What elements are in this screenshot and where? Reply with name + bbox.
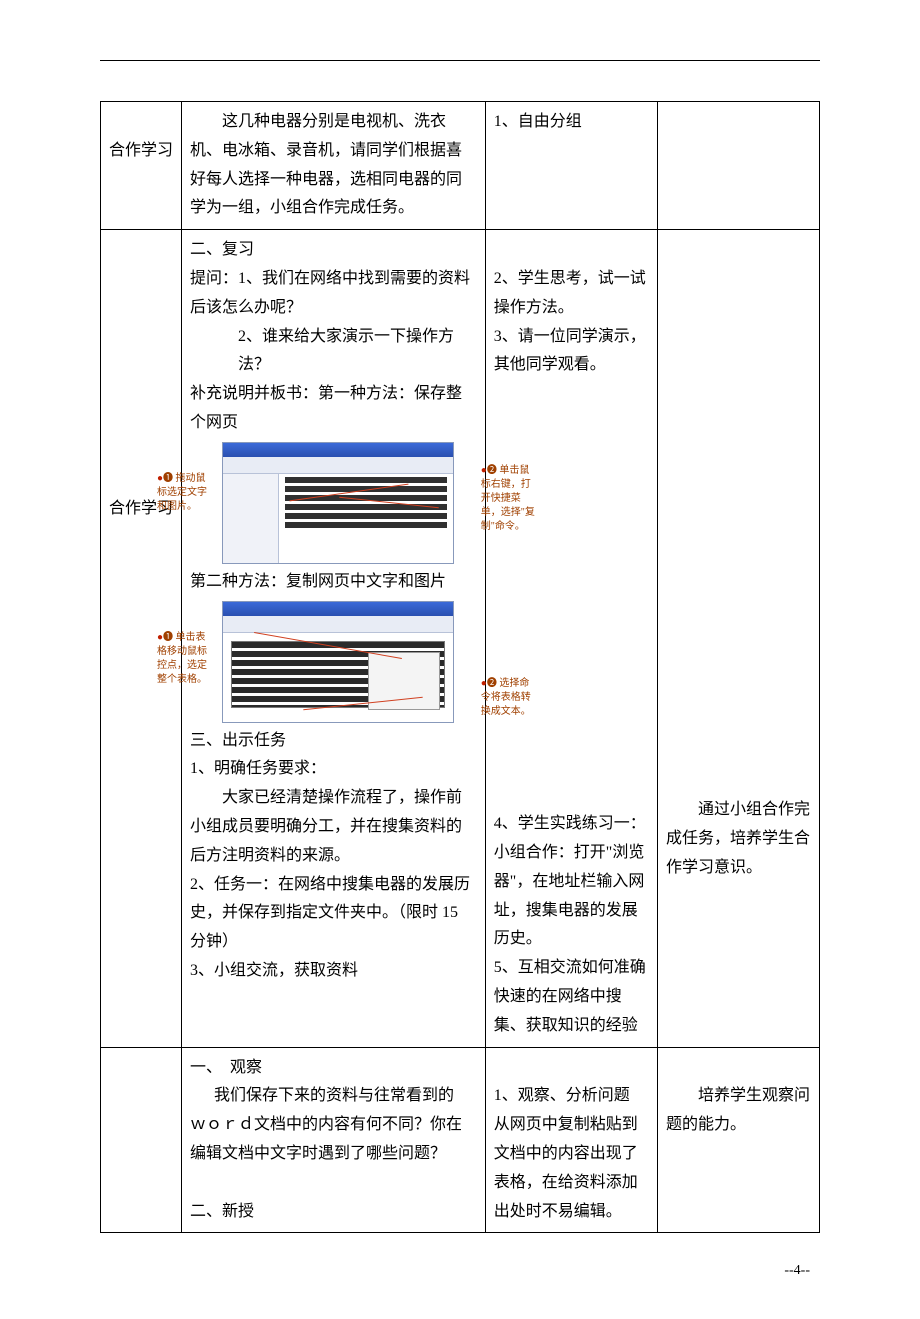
- teacher-activity: 一、 观察 我们保存下来的资料与往常看到的 ｗｏｒｄ文档中的内容有何不同？你在编…: [182, 1047, 486, 1233]
- teacher-text: 我们保存下来的资料与往常看到的: [190, 1082, 477, 1111]
- top-rule: [100, 60, 820, 61]
- student-text: 2、学生思考，试一试操作方法。: [494, 265, 649, 323]
- callout-left: ●❶ 拖动鼠标选定文字和图片。: [157, 472, 207, 514]
- student-text: 从网页中复制粘贴到文档中的内容出现了表格，在给资料添加出处时不易编辑。: [494, 1111, 649, 1226]
- teacher-activity: 这几种电器分别是电视机、洗衣机、电冰箱、录音机，请同学们根据喜好每人选择一种电器…: [182, 102, 486, 230]
- student-text: 1、自由分组: [494, 113, 582, 130]
- teacher-text: 第二种方法：复制网页中文字和图片: [190, 568, 477, 597]
- browser-window-mock: [222, 442, 454, 564]
- callout-left: ●❶ 单击表格移动鼠标控点，选定整个表格。: [157, 631, 207, 687]
- teacher-text: 补充说明并板书：第一种方法：保存整个网页: [190, 380, 477, 438]
- lesson-table: 合作学习 这几种电器分别是电视机、洗衣机、电冰箱、录音机，请同学们根据喜好每人选…: [100, 101, 820, 1233]
- table-row: 一、 观察 我们保存下来的资料与往常看到的 ｗｏｒｄ文档中的内容有何不同？你在编…: [101, 1047, 820, 1233]
- student-text: 3、请一位同学演示，其他同学观看。: [494, 323, 649, 381]
- teacher-text: 提问：1、我们在网络中找到需要的资料后该怎么办呢？: [190, 265, 477, 323]
- teacher-activity: 二、复习 提问：1、我们在网络中找到需要的资料后该怎么办呢？ 2、谁来给大家演示…: [182, 230, 486, 1047]
- student-activity: 1、观察、分析问题 从网页中复制粘贴到文档中的内容出现了表格，在给资料添加出处时…: [485, 1047, 657, 1233]
- student-activity: 2、学生思考，试一试操作方法。 3、请一位同学演示，其他同学观看。 4、学生实践…: [485, 230, 657, 1047]
- table-row: 合作学习 二、复习 提问：1、我们在网络中找到需要的资料后该怎么办呢？ 2、谁来…: [101, 230, 820, 1047]
- student-activity: 1、自由分组: [485, 102, 657, 230]
- phase-label: [101, 1047, 182, 1233]
- teacher-text: 2、任务一：在网络中搜集电器的发展历史，并保存到指定文件夹中。（限时 15 分钟…: [190, 871, 477, 957]
- design-intent: 培养学生观察问题的能力。: [657, 1047, 819, 1233]
- student-text: 1、观察、分析问题: [494, 1082, 649, 1111]
- intent-text: 通过小组合作完成任务，培养学生合作学习意识。: [666, 796, 811, 882]
- word-window-mock: [222, 601, 454, 723]
- screenshot-word-table: ●❶ 单击表格移动鼠标控点，选定整个表格。: [212, 601, 477, 723]
- screenshot-browser-copy: ●❶ 拖动鼠标选定文字和图片。: [212, 442, 477, 564]
- document-page: 合作学习 这几种电器分别是电视机、洗衣机、电冰箱、录音机，请同学们根据喜好每人选…: [0, 0, 920, 1319]
- teacher-text: 2、谁来给大家演示一下操作方法？: [190, 323, 477, 381]
- teacher-text: ｗｏｒｄ文档中的内容有何不同？你在编辑文档中文字时遇到了哪些问题？: [190, 1111, 477, 1169]
- section-heading: 二、新授: [190, 1198, 477, 1227]
- teacher-text: 3、小组交流，获取资料: [190, 957, 477, 986]
- student-text: 4、学生实践练习一：小组合作：打开"浏览器"，在地址栏输入网址，搜集电器的发展历…: [494, 810, 649, 954]
- page-number: --4--: [100, 1263, 820, 1279]
- intent-text: 培养学生观察问题的能力。: [666, 1082, 811, 1140]
- design-intent: 通过小组合作完成任务，培养学生合作学习意识。: [657, 230, 819, 1047]
- section-heading: 二、复习: [190, 236, 477, 265]
- phase-label: 合作学习: [101, 102, 182, 230]
- section-heading: 一、 观察: [190, 1054, 477, 1083]
- teacher-text: 这几种电器分别是电视机、洗衣机、电冰箱、录音机，请同学们根据喜好每人选择一种电器…: [190, 108, 477, 223]
- callout-right: ●❷ 选择命令将表格转换成文本。: [481, 677, 539, 719]
- callout-right: ●❷ 单击鼠标右键，打开快捷菜单，选择"复制"命令。: [481, 464, 539, 534]
- design-intent: [657, 102, 819, 230]
- student-text: 5、互相交流如何准确快速的在网络中搜集、获取知识的经验: [494, 954, 649, 1040]
- section-heading: 三、出示任务: [190, 727, 477, 756]
- table-row: 合作学习 这几种电器分别是电视机、洗衣机、电冰箱、录音机，请同学们根据喜好每人选…: [101, 102, 820, 230]
- teacher-text: 1、明确任务要求：: [190, 755, 477, 784]
- teacher-text: 大家已经清楚操作流程了，操作前小组成员要明确分工，并在搜集资料的后方注明资料的来…: [190, 784, 477, 870]
